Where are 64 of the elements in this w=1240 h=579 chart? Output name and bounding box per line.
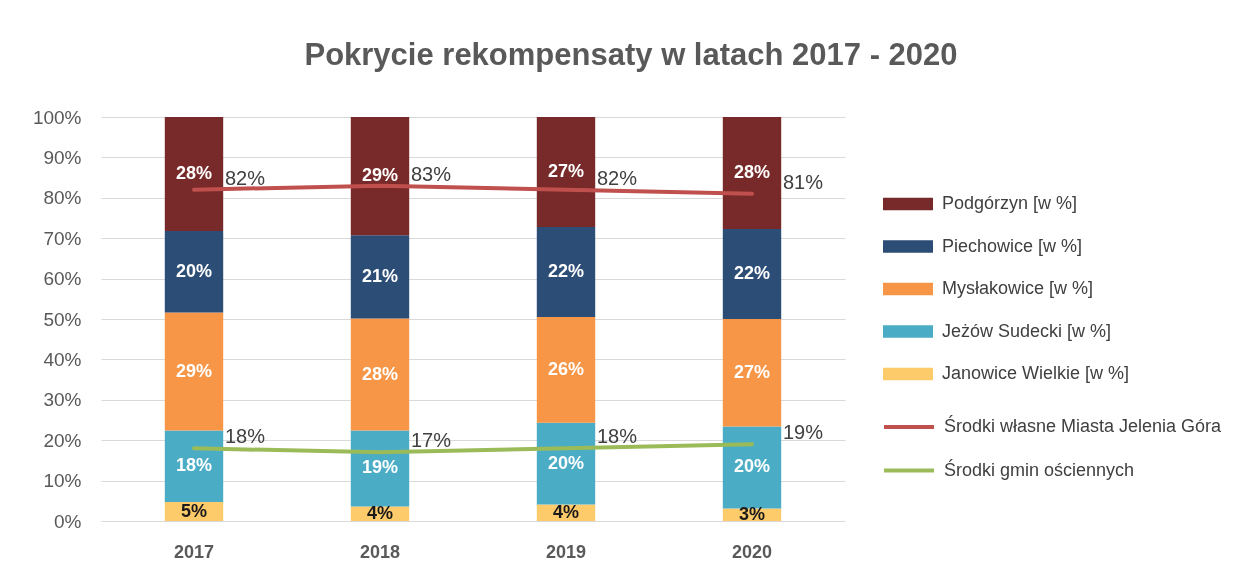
x-tick-label: 2019 [545,541,587,562]
data-label: 27% [733,361,771,382]
bar [722,228,782,319]
x-tick-label: 2020 [731,541,773,562]
data-label: 82% [597,166,638,189]
y-tick-label: 30% [43,389,82,411]
bar [536,117,596,227]
bar [164,312,224,431]
data-label: 5% [180,500,208,521]
data-label: 22% [733,262,771,283]
data-label: 20% [547,452,585,473]
y-tick-label: 40% [43,348,82,370]
y-tick-label: 10% [43,470,82,492]
bar [164,230,224,313]
data-label: 19% [361,457,399,478]
data-label: 28% [361,363,399,384]
data-label: 20% [175,260,213,281]
legend-label: Mysłakowice [w %] [942,278,1094,298]
data-label: 20% [733,456,771,477]
data-label: 4% [552,501,580,522]
bar [722,319,782,427]
data-label: 26% [547,358,585,379]
y-tick-label: 90% [43,146,82,168]
y-tick-label: 60% [43,268,82,290]
chart-title: Pokrycie rekompensaty w latach 2017 - 2020 [304,37,958,72]
data-label: 82% [225,166,266,189]
bar [350,318,410,431]
data-label: 19% [783,421,824,444]
legend-label: Środki własne Miasta Jelenia Góra [944,415,1223,436]
y-tick-label: 20% [43,429,82,451]
data-label: 4% [366,502,394,523]
bar [350,117,410,236]
y-tick-label: 100% [32,106,82,128]
y-tick-label: 0% [54,510,82,532]
y-tick-label: 50% [43,308,82,330]
x-tick-label: 2018 [359,541,401,562]
legend-label: Piechowice [w %] [942,235,1083,256]
data-label: 17% [411,429,452,452]
data-label: 18% [597,425,638,448]
bar [722,426,782,509]
data-label: 3% [738,503,766,524]
data-label: 21% [361,265,399,286]
legend-label: Środki gmin ościennych [944,458,1135,480]
data-label: 28% [175,162,213,183]
data-label: 18% [225,425,266,448]
bar [536,226,596,317]
x-tick-label: 2017 [173,541,215,562]
bar [536,316,596,423]
data-label: 27% [547,160,585,181]
legend-label: Jeżów Sudecki [w %] [942,320,1112,341]
data-label: 22% [547,260,585,281]
bar [164,117,224,231]
data-label: 29% [361,165,399,186]
data-label: 28% [733,161,771,182]
y-tick-label: 70% [43,227,82,249]
data-label: 83% [411,162,452,185]
legend-label: Janowice Wielkie [w %] [942,363,1130,383]
bar [722,117,782,229]
y-tick-label: 80% [43,187,82,209]
bar [350,235,410,319]
data-label: 81% [783,170,824,193]
data-label: 29% [175,360,213,381]
legend-label: Podgórzyn [w %] [942,193,1078,213]
data-label: 18% [175,455,213,476]
